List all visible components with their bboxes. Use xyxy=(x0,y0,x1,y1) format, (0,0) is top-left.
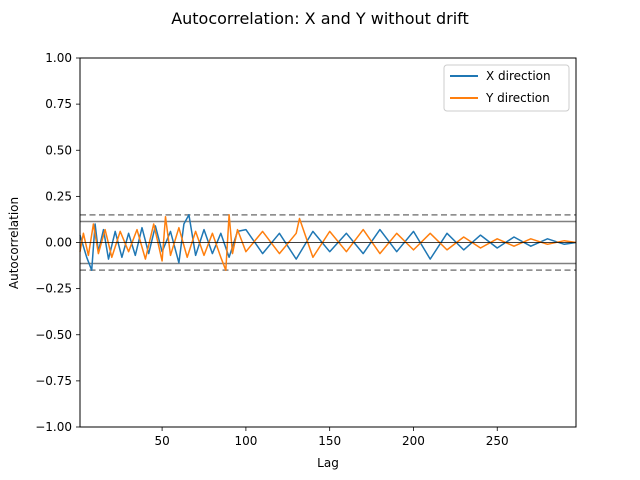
x-tick-label: 100 xyxy=(234,434,257,448)
y-tick-label: −1.00 xyxy=(35,420,72,434)
legend-label-x-direction: X direction xyxy=(486,69,551,83)
y-tick-label: 1.00 xyxy=(45,51,72,65)
y-axis-ticks: −1.00 −0.75 −0.50 −0.25 0.00 0.25 0.50 0.75 1.00 xyxy=(35,51,80,434)
y-tick-label: 0.00 xyxy=(45,236,72,250)
y-tick-label: 0.75 xyxy=(45,97,72,111)
x-axis-label: Lag xyxy=(317,456,339,470)
chart-title: Autocorrelation: X and Y without drift xyxy=(171,9,469,28)
legend-label-y-direction: Y direction xyxy=(485,91,550,105)
legend: X direction Y direction xyxy=(443,64,570,112)
series-line-y-direction xyxy=(79,214,577,271)
series-lines xyxy=(79,214,577,271)
series-line-x-direction xyxy=(79,214,577,271)
x-tick-label: 250 xyxy=(486,434,509,448)
x-tick-label: 50 xyxy=(154,434,169,448)
x-tick-label: 200 xyxy=(402,434,425,448)
y-tick-label: 0.50 xyxy=(45,143,72,157)
y-axis-label: Autocorrelation xyxy=(7,197,21,289)
y-tick-label: 0.25 xyxy=(45,189,72,203)
y-tick-label: −0.50 xyxy=(35,328,72,342)
confidence-bands xyxy=(80,214,576,271)
x-axis-ticks: 50 100 150 200 250 xyxy=(154,427,509,448)
y-tick-label: −0.25 xyxy=(35,282,72,296)
y-tick-label: −0.75 xyxy=(35,374,72,388)
x-tick-label: 150 xyxy=(318,434,341,448)
